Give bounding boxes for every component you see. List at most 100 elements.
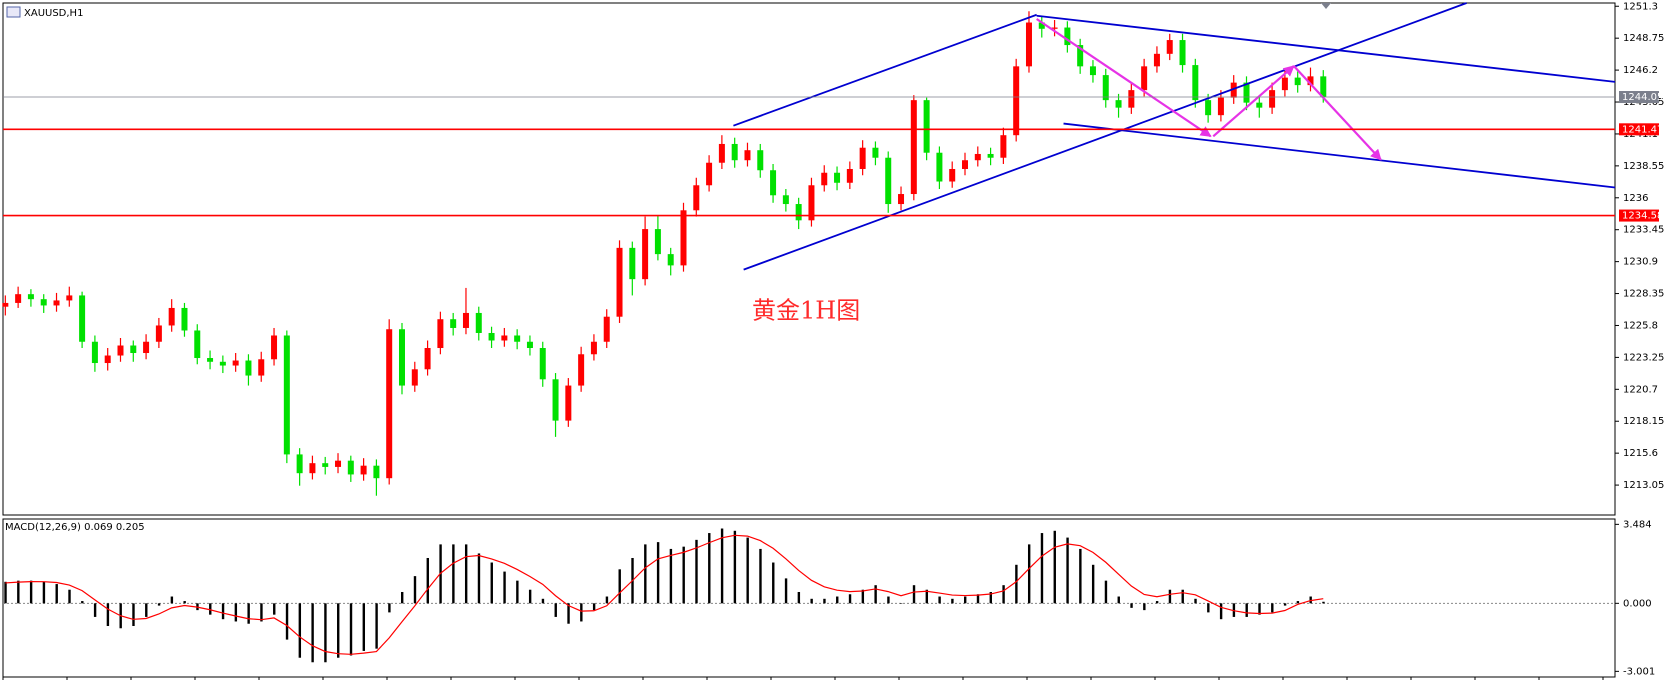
candle-body bbox=[360, 465, 367, 475]
macd-bar bbox=[247, 603, 250, 624]
macd-bar bbox=[1258, 603, 1261, 615]
macd-bar bbox=[1027, 544, 1031, 604]
macd-bar bbox=[349, 603, 353, 656]
macd-bar bbox=[900, 603, 903, 604]
macd-bar bbox=[337, 603, 340, 658]
level-label-bg bbox=[1619, 123, 1659, 136]
macd-bar bbox=[925, 589, 929, 604]
y-tick-label: 1218.15 bbox=[1623, 416, 1664, 427]
candle-body bbox=[322, 463, 329, 467]
macd-bar bbox=[68, 589, 71, 604]
candle-body bbox=[936, 152, 943, 182]
macd-bar bbox=[1053, 530, 1056, 604]
candle-body bbox=[578, 354, 585, 386]
candle-body bbox=[219, 361, 226, 366]
candle-body bbox=[1128, 90, 1135, 108]
candle-body bbox=[40, 299, 47, 306]
macd-bar bbox=[1181, 589, 1184, 604]
candle-body bbox=[782, 195, 789, 205]
candle-body bbox=[15, 294, 22, 303]
candle-body bbox=[437, 319, 444, 349]
candle-body bbox=[1102, 75, 1109, 101]
macd-bar bbox=[656, 542, 660, 604]
macd-bar bbox=[1104, 580, 1108, 604]
macd-bar bbox=[759, 548, 762, 604]
candle-body bbox=[501, 335, 508, 341]
candle-body bbox=[565, 385, 572, 421]
y-tick-label: 1230.9 bbox=[1623, 257, 1658, 268]
macd-bar bbox=[145, 603, 148, 617]
candle-body bbox=[1115, 100, 1122, 108]
candle-body bbox=[475, 312, 482, 333]
candle-body bbox=[1153, 53, 1160, 67]
macd-bar bbox=[1168, 589, 1172, 604]
candle-body bbox=[168, 307, 175, 326]
candle-body bbox=[987, 153, 994, 158]
macd-bar bbox=[1207, 603, 1210, 613]
candle-body bbox=[1013, 66, 1020, 136]
macd-bar bbox=[1194, 598, 1197, 604]
macd-bar bbox=[1309, 596, 1312, 604]
y-tick-label: -3.001 bbox=[1623, 666, 1655, 677]
macd-bar bbox=[810, 598, 813, 604]
candle-body bbox=[962, 160, 969, 169]
y-tick-label: 3.484 bbox=[1623, 519, 1652, 530]
candle-body bbox=[654, 229, 661, 255]
candle-body bbox=[373, 465, 380, 479]
candle-body bbox=[872, 147, 879, 158]
trendline bbox=[1036, 14, 1616, 83]
macd-bar bbox=[951, 598, 954, 604]
candle-body bbox=[1256, 102, 1263, 108]
macd-bar bbox=[682, 546, 685, 604]
macd-bar bbox=[912, 585, 916, 604]
candle-body bbox=[450, 319, 457, 328]
candle-body bbox=[411, 369, 418, 386]
macd-bar bbox=[1040, 533, 1044, 604]
macd-bar bbox=[1015, 564, 1018, 604]
macd-bar bbox=[989, 591, 992, 604]
macd-bar bbox=[1091, 564, 1095, 604]
macd-bar bbox=[720, 528, 724, 604]
candle-body bbox=[181, 307, 188, 331]
candle-body bbox=[2, 302, 9, 307]
candle-body bbox=[846, 168, 853, 183]
candle-body bbox=[731, 143, 738, 161]
candle-body bbox=[1243, 82, 1250, 103]
candle-body bbox=[1025, 22, 1032, 67]
candle-body bbox=[1294, 77, 1301, 86]
macd-bar bbox=[29, 580, 33, 604]
y-tick-label: 1223.25 bbox=[1623, 352, 1664, 363]
y-tick-label: 1251.3 bbox=[1623, 1, 1658, 12]
level-label-bg bbox=[1619, 209, 1659, 222]
y-tick-label: 1238.55 bbox=[1623, 161, 1664, 172]
macd-bar bbox=[695, 539, 698, 604]
price-panel bbox=[2, 2, 1616, 516]
macd-bar bbox=[964, 596, 967, 604]
candle-body bbox=[1307, 76, 1314, 86]
macd-bar bbox=[388, 603, 391, 613]
candle-body bbox=[424, 348, 431, 370]
macd-bar bbox=[42, 581, 46, 604]
macd-bar bbox=[797, 591, 801, 604]
macd-bar bbox=[221, 603, 225, 620]
macd-bar bbox=[1117, 596, 1120, 604]
candle-body bbox=[130, 345, 137, 354]
candle-body bbox=[923, 100, 930, 153]
candle-body bbox=[808, 185, 815, 221]
candle-body bbox=[642, 229, 649, 280]
macd-bar bbox=[375, 603, 378, 649]
macd-bar bbox=[836, 596, 839, 604]
candle-body bbox=[590, 341, 597, 355]
candle-body bbox=[143, 341, 150, 354]
symbol-title: XAUUSD,H1 bbox=[24, 8, 83, 19]
arrow bbox=[1293, 65, 1382, 161]
level-label: 1234.58 bbox=[1622, 211, 1663, 222]
candle-body bbox=[488, 332, 495, 341]
level-label: 1241.47 bbox=[1622, 124, 1663, 135]
macd-bar bbox=[209, 603, 212, 615]
candle-body bbox=[1064, 27, 1071, 46]
macd-bar bbox=[464, 544, 468, 604]
y-tick-label: 1215.6 bbox=[1623, 448, 1658, 459]
macd-bar bbox=[887, 596, 890, 604]
